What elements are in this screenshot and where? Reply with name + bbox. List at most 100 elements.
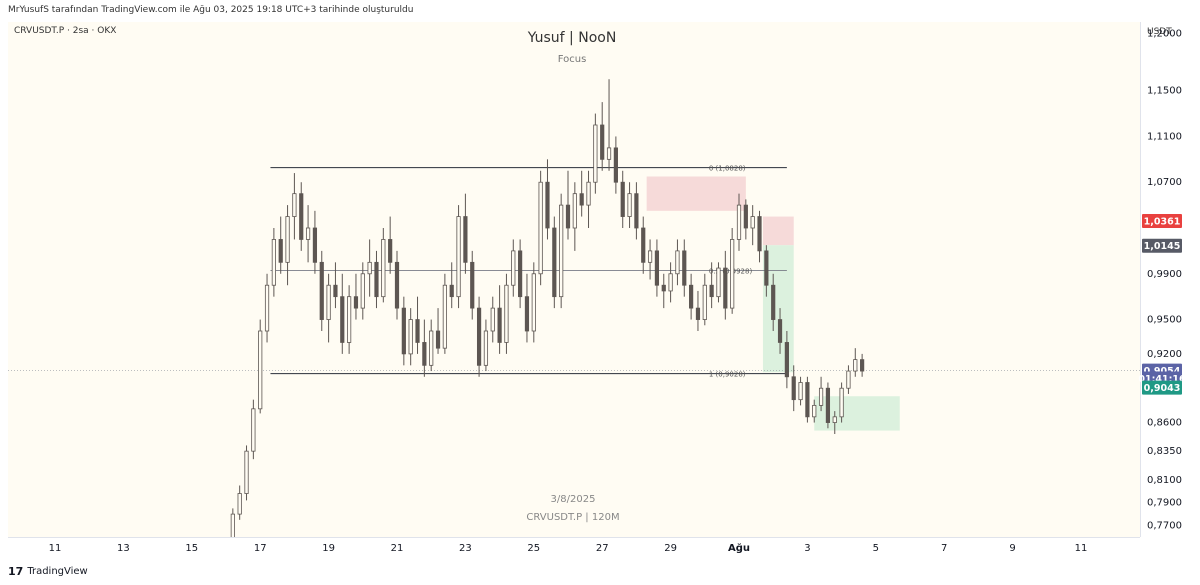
candle-body (374, 261, 379, 298)
candle-body (312, 227, 318, 263)
tradingview-logo-icon: 17 (8, 565, 24, 578)
candle-body (613, 147, 618, 183)
x-tick-label: 25 (527, 543, 540, 554)
candle-body (504, 284, 509, 343)
plot-area: 0 (1,0828)0.5 (0,9928)1 (0,9028) (8, 79, 1140, 554)
candle-body (572, 193, 577, 229)
watermark-date: 3/8/2025 (550, 494, 596, 505)
y-tick-label: 0,9900 (1147, 269, 1182, 280)
price-label: 1,0145 (1144, 241, 1181, 252)
y-tick-label: 0,7900 (1147, 498, 1182, 509)
candle-body (853, 359, 858, 372)
price-label: 1,0361 (1144, 217, 1181, 228)
candle-body (579, 193, 584, 206)
candle-body (545, 181, 550, 229)
time-axis[interactable] (8, 537, 1140, 560)
candle-body (381, 239, 386, 298)
y-tick-label: 0,8100 (1147, 475, 1182, 486)
candle-body (716, 267, 721, 298)
price-axis[interactable] (1140, 22, 1193, 537)
x-tick-label: 3 (804, 543, 810, 554)
candle-body (224, 539, 227, 554)
y-tick-label: 0,9500 (1147, 315, 1182, 326)
currency-label: USDT (1147, 27, 1172, 37)
candle-body (634, 193, 639, 229)
x-tick-label: 27 (596, 543, 609, 554)
x-tick-label: 11 (49, 543, 62, 554)
candle-body (347, 296, 352, 343)
candle-body (675, 250, 680, 275)
x-tick-label: 11 (1075, 543, 1088, 554)
candle-body (627, 193, 632, 217)
price-label-box (1142, 238, 1182, 253)
candle-body (606, 147, 612, 160)
x-tick-label: 5 (873, 543, 879, 554)
candle-body (442, 284, 447, 349)
fib-label: 1 (0,9028) (709, 371, 746, 379)
x-tick-label: 9 (1009, 543, 1015, 554)
candle-body (846, 370, 851, 389)
candle-body (695, 307, 701, 320)
chart-subtitle: Focus (557, 54, 587, 65)
candle-body (552, 227, 557, 298)
chart-panel[interactable] (8, 22, 1140, 537)
candle-body (415, 319, 420, 343)
x-tick-label: 15 (185, 543, 198, 554)
symbol-info[interactable]: CRVUSDT.P · 2sa · OKX (14, 26, 117, 36)
candle-body (490, 307, 495, 332)
candle-body (832, 416, 837, 423)
candle-body (258, 330, 263, 410)
candle-body (839, 387, 844, 418)
candle-body (271, 239, 276, 286)
candle-body (593, 124, 598, 183)
candle-body (531, 273, 536, 332)
price-label: 01:41:16 (1138, 374, 1186, 385)
candle-body (388, 239, 393, 263)
candle-body (408, 319, 413, 355)
candle-body (764, 250, 769, 286)
x-tick-label: 17 (254, 543, 267, 554)
supply-zone (762, 216, 794, 246)
candle-body (285, 216, 290, 263)
watermark-symbol: CRVUSDT.P | 120M (526, 512, 620, 523)
candle-body (333, 284, 338, 298)
tradingview-brand: TradingView (27, 566, 88, 577)
candle-body (812, 404, 817, 418)
candle-body (326, 284, 331, 320)
candle-body (449, 284, 454, 298)
candle-body (702, 284, 707, 320)
x-tick-label: 19 (322, 543, 335, 554)
fib-label: 0 (1,0828) (709, 165, 746, 173)
candle-body (798, 382, 803, 401)
y-tick-label: 1,0700 (1147, 177, 1182, 188)
candle-body (264, 284, 270, 332)
candle-body (497, 307, 502, 343)
y-tick-label: 0,7700 (1147, 521, 1182, 532)
candle-body (422, 342, 427, 366)
candle-body (668, 273, 673, 292)
candle-body (244, 450, 249, 494)
candle-body (367, 261, 372, 275)
candle-body (586, 181, 591, 206)
candle-body (647, 250, 653, 263)
candle-body (565, 204, 571, 229)
candle-body (709, 284, 714, 298)
supply-zone (646, 176, 746, 211)
candle-body (278, 239, 283, 263)
candle-body (791, 376, 796, 401)
x-tick-label: 7 (941, 543, 947, 554)
candle-body (230, 513, 235, 537)
candle-body (689, 284, 694, 309)
candle-body (251, 408, 256, 452)
candle-body (435, 330, 441, 349)
candle-body (723, 267, 728, 309)
candle-body (340, 296, 345, 343)
y-tick-label: 0,8350 (1147, 446, 1182, 457)
candle-body (620, 181, 625, 217)
footer[interactable]: 17 TradingView (8, 565, 88, 578)
y-tick-label: 1,2000 (1147, 28, 1182, 39)
candle-body (360, 273, 365, 309)
x-tick-label: 23 (459, 543, 472, 554)
candle-body (682, 250, 687, 286)
